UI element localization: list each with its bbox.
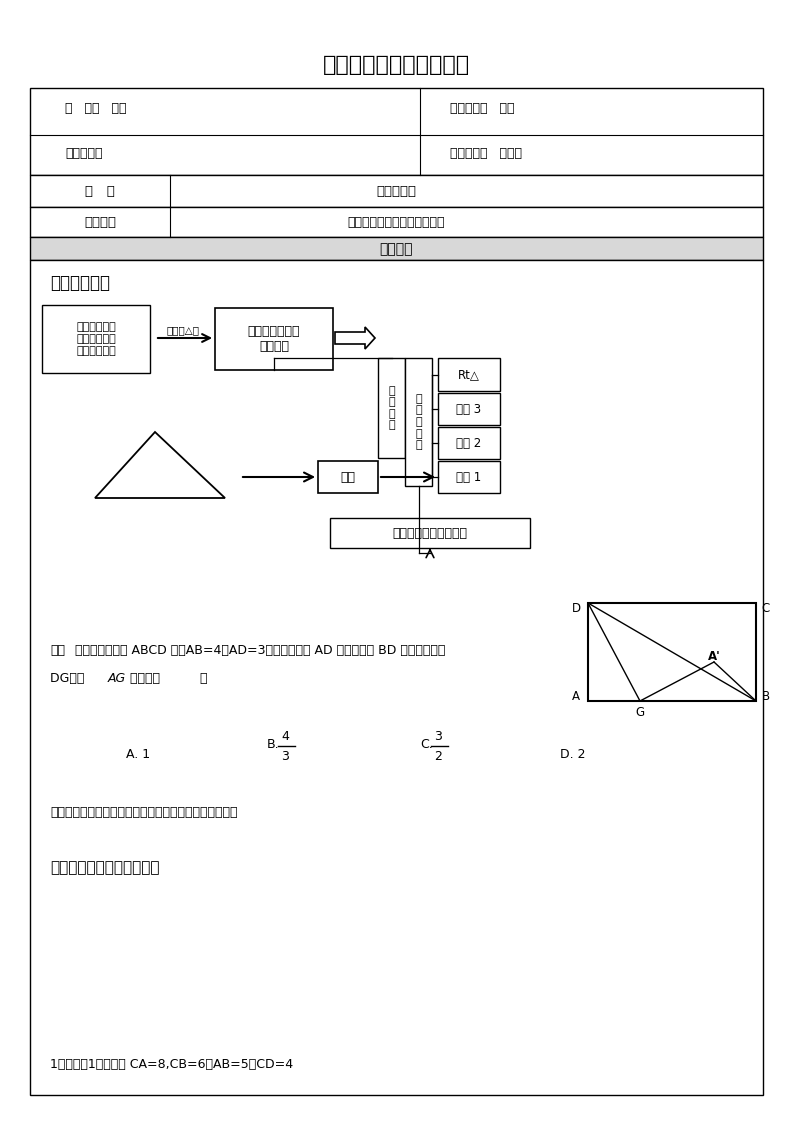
- Text: 定理 2: 定理 2: [457, 436, 481, 450]
- Text: A': A': [707, 651, 720, 663]
- Text: 平行线分线段成
比例定理: 平行线分线段成 比例定理: [247, 325, 301, 353]
- Text: 例：: 例：: [50, 644, 65, 657]
- Text: 相似三角形的判定与性质复习: 相似三角形的判定与性质复习: [348, 215, 445, 229]
- Text: A: A: [572, 690, 580, 702]
- Text: 年   级：   初三: 年 级： 初三: [65, 101, 127, 114]
- Text: 梳理相似三角形基本图形：: 梳理相似三角形基本图形：: [50, 861, 159, 875]
- Text: 4: 4: [281, 729, 289, 743]
- Bar: [42, 305, 150, 373]
- Text: 3: 3: [434, 729, 442, 743]
- Text: B: B: [762, 690, 770, 702]
- Bar: [438, 393, 500, 425]
- Text: AG: AG: [108, 671, 126, 684]
- Bar: [330, 518, 530, 548]
- Text: 课   题: 课 题: [85, 184, 115, 197]
- Text: 相似三角形的性质定理: 相似三角形的性质定理: [393, 526, 468, 540]
- Bar: [30, 260, 763, 1095]
- Text: 备注：使用多种方法解此题，对比一下哪一种更加方便。: 备注：使用多种方法解此题，对比一下哪一种更加方便。: [50, 806, 237, 819]
- Text: G: G: [635, 706, 645, 718]
- Text: 定理 3: 定理 3: [457, 403, 481, 415]
- Text: 相
似
三
角
形: 相 似 三 角 形: [416, 394, 422, 450]
- Text: 陈老师家庭课堂辅导讲义: 陈老师家庭课堂辅导讲义: [323, 55, 470, 75]
- Bar: [438, 427, 500, 459]
- Text: Rt△: Rt△: [458, 368, 480, 381]
- Text: 应用于△中: 应用于△中: [167, 325, 200, 335]
- Text: 1、如图（1），已知 CA=8,CB=6，AB=5，CD=4: 1、如图（1），已知 CA=8,CB=6，AB=5，CD=4: [50, 1058, 293, 1072]
- Text: 教学目的: 教学目的: [84, 215, 116, 229]
- Bar: [30, 237, 763, 260]
- Bar: [30, 88, 763, 175]
- Text: D: D: [572, 601, 580, 615]
- Text: DG，则: DG，则: [50, 671, 88, 684]
- Bar: [405, 358, 432, 486]
- Text: 3: 3: [281, 749, 289, 763]
- Bar: [438, 358, 500, 390]
- Bar: [30, 206, 763, 237]
- Bar: [215, 309, 333, 370]
- Text: 知识点归纳：: 知识点归纳：: [50, 274, 110, 292]
- Bar: [588, 603, 756, 701]
- Text: 推论: 推论: [340, 470, 355, 484]
- Text: 教学内容: 教学内容: [380, 242, 413, 256]
- Text: 辅导科目：   数学: 辅导科目： 数学: [450, 101, 515, 114]
- Text: 判
定
定
理: 判 定 定 理: [389, 386, 395, 431]
- Text: 2: 2: [434, 749, 442, 763]
- Text: 辅导老师：   陈相远: 辅导老师： 陈相远: [450, 147, 522, 159]
- Bar: [378, 358, 405, 458]
- Text: C: C: [762, 601, 770, 615]
- Text: 相似三角形: 相似三角形: [377, 184, 416, 197]
- Bar: [318, 461, 378, 493]
- Text: D. 2: D. 2: [560, 748, 585, 762]
- Text: B.: B.: [267, 738, 280, 752]
- Text: A. 1: A. 1: [126, 748, 150, 762]
- Bar: [30, 175, 763, 206]
- Bar: [438, 461, 500, 493]
- Text: 的长为（          ）: 的长为（ ）: [130, 671, 208, 684]
- Text: 三角形一边平
行线的性质定
理和判定定理: 三角形一边平 行线的性质定 理和判定定理: [76, 322, 116, 356]
- Text: 定理 1: 定理 1: [457, 470, 481, 484]
- Text: 如图，矩形纸片 ABCD 中，AB=4，AD=3，折叠纸片使 AD 边与对角线 BD 重合，折痕为: 如图，矩形纸片 ABCD 中，AB=4，AD=3，折叠纸片使 AD 边与对角线 …: [75, 644, 446, 657]
- Text: C.: C.: [420, 738, 433, 752]
- Text: 学生姓名：: 学生姓名：: [65, 147, 102, 159]
